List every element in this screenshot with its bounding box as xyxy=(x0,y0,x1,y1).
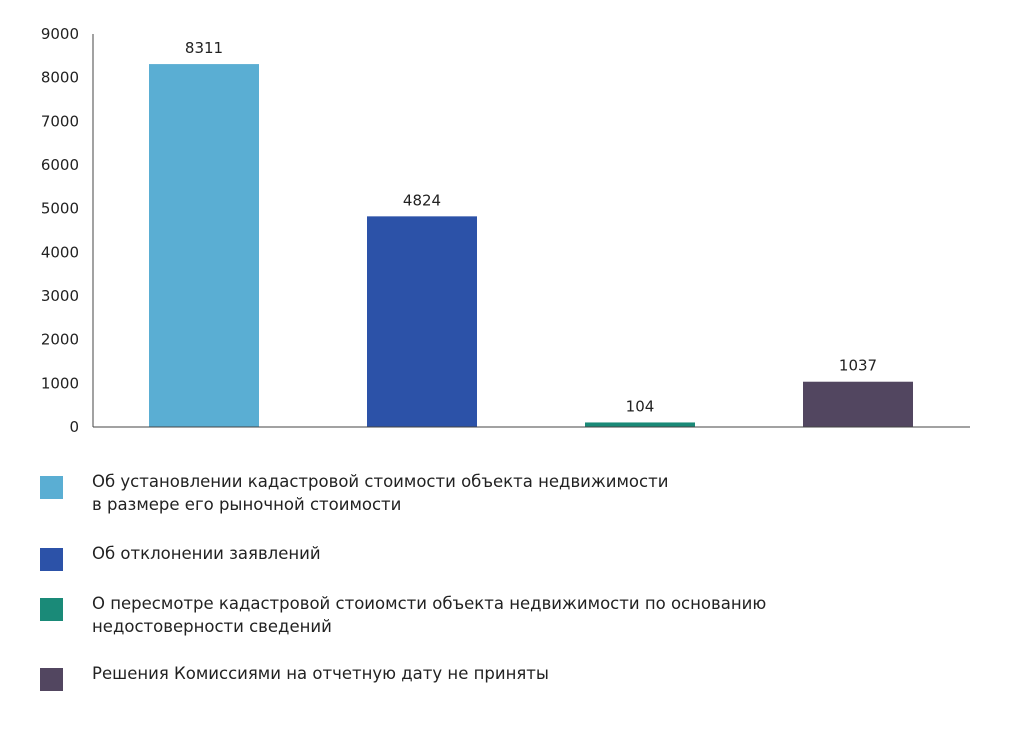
legend-swatch-rejected xyxy=(40,548,63,571)
legend-text-revision: О пересмотре кадастровой стоиомсти объек… xyxy=(92,592,852,638)
y-tick-label: 9000 xyxy=(41,25,79,43)
bar-chart: 0 1000 2000 3000 4000 5000 6000 7000 8000 9000 83… xyxy=(41,25,970,436)
y-tick-label: 1000 xyxy=(41,374,79,392)
legend-swatch-revision xyxy=(40,598,63,621)
data-labels-group: 8311 4824 104 1037 xyxy=(185,39,877,415)
y-tick-label: 7000 xyxy=(41,112,79,130)
y-axis-ticks: 0 1000 2000 3000 4000 5000 6000 7000 8000 9000 xyxy=(41,25,79,436)
y-tick-label: 6000 xyxy=(41,156,79,174)
legend-text-rejected: Об отклонении заявлений xyxy=(92,542,852,565)
bar-value-label-4: 1037 xyxy=(839,357,877,375)
y-tick-label: 0 xyxy=(69,418,79,436)
bar-value-label-2: 4824 xyxy=(403,191,441,209)
legend-text-line: Об установлении кадастровой стоимости об… xyxy=(92,472,669,491)
legend-swatch-not-decided xyxy=(40,668,63,691)
legend-text-market-value: Об установлении кадастровой стоимости об… xyxy=(92,470,852,516)
y-tick-label: 4000 xyxy=(41,243,79,261)
bar-1 xyxy=(149,64,259,427)
legend-text-line: в размере его рыночной стоимости xyxy=(92,495,402,514)
y-tick-label: 2000 xyxy=(41,331,79,349)
legend-text-line: Об отклонении заявлений xyxy=(92,544,321,563)
y-tick-label: 5000 xyxy=(41,200,79,218)
legend-text-line: недостоверности сведений xyxy=(92,617,332,636)
y-tick-label: 8000 xyxy=(41,69,79,87)
bar-value-label-1: 8311 xyxy=(185,39,223,57)
bar-2 xyxy=(367,216,477,427)
bars-group xyxy=(149,64,913,427)
bar-value-label-3: 104 xyxy=(626,397,655,415)
legend-text-line: О пересмотре кадастровой стоиомсти объек… xyxy=(92,594,767,613)
legend-text-line: Решения Комиссиями на отчетную дату не п… xyxy=(92,664,549,683)
bar-3 xyxy=(585,422,695,427)
legend-swatch-market-value xyxy=(40,476,63,499)
bar-4 xyxy=(803,381,913,427)
legend-text-not-decided: Решения Комиссиями на отчетную дату не п… xyxy=(92,662,852,685)
y-tick-label: 3000 xyxy=(41,287,79,305)
